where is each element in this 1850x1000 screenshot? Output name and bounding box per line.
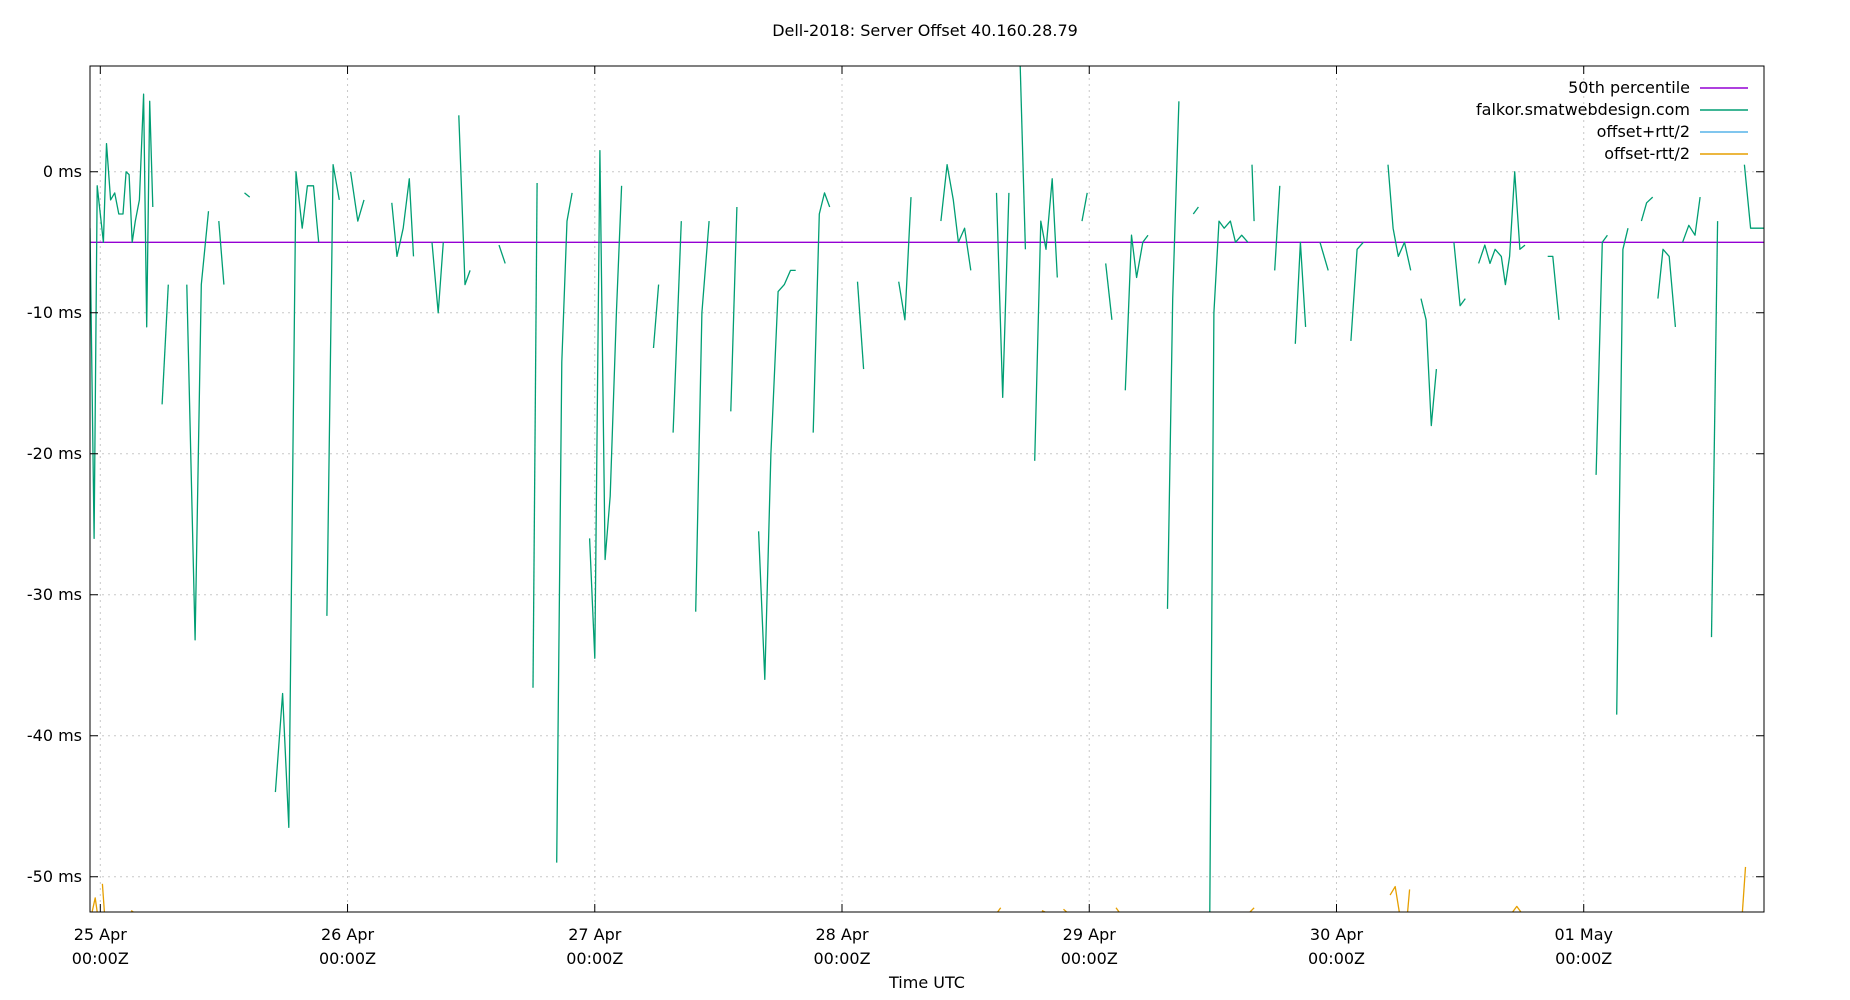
y-tick-label: -40 ms [27, 726, 82, 745]
series-line-falkor-smatwebdesign-com [695, 221, 710, 612]
series-line-falkor-smatwebdesign-com [274, 171, 320, 829]
series-line-falkor-smatwebdesign-com [1192, 206, 1199, 215]
series-line-falkor-smatwebdesign-com [1710, 221, 1719, 638]
series-line-falkor-smatwebdesign-com [431, 242, 444, 314]
series-line-falkor-smatwebdesign-com [1350, 241, 1364, 341]
series-line-falkor-smatwebdesign-com [730, 206, 738, 412]
series-line-falkor-smatwebdesign-com [1294, 241, 1307, 344]
chart-title: Dell-2018: Server Offset 40.160.28.79 [772, 21, 1078, 40]
series-line-falkor-smatwebdesign-com [1616, 228, 1629, 715]
x-tick-label-time: 00:00Z [1061, 949, 1118, 968]
series-line-offset-rtt-2 [1741, 866, 1747, 912]
series-line-falkor-smatwebdesign-com [1081, 192, 1088, 222]
series-line-falkor-smatwebdesign-com [1681, 197, 1701, 243]
series-line-falkor-smatwebdesign-com [1420, 298, 1438, 427]
series-line-falkor-smatwebdesign-com [218, 221, 225, 285]
series-line-falkor-smatwebdesign-com [1166, 101, 1180, 609]
series-line-falkor-smatwebdesign-com [856, 281, 865, 370]
x-tick-label-day: 29 Apr [1063, 925, 1117, 944]
series-line-falkor-smatwebdesign-com [1034, 178, 1058, 461]
series-line-offset-rtt-2 [1512, 905, 1522, 912]
series-line-falkor-smatwebdesign-com [244, 192, 251, 198]
y-tick-label: -50 ms [27, 867, 82, 886]
legend-label: 50th percentile [1568, 78, 1690, 97]
legend-label: offset-rtt/2 [1604, 144, 1690, 163]
y-tick-label: -20 ms [27, 444, 82, 463]
series-line-falkor-smatwebdesign-com [161, 284, 169, 405]
series-line-falkor-smatwebdesign-com [1453, 242, 1466, 307]
series-line-falkor-smatwebdesign-com [1657, 248, 1677, 327]
x-tick-label-day: 30 Apr [1310, 925, 1364, 944]
series-line-falkor-smatwebdesign-com [532, 182, 538, 688]
series-line-falkor-smatwebdesign-com [326, 164, 340, 616]
series-line-offset-rtt-2 [1249, 907, 1255, 912]
series-line-offset-rtt-2 [101, 883, 106, 912]
series-line-offset-rtt-2 [1389, 885, 1400, 912]
series-line-offset-rtt-2 [91, 897, 98, 912]
series-line-falkor-smatwebdesign-com [1209, 220, 1249, 912]
series-line-falkor-smatwebdesign-com [1251, 164, 1255, 222]
x-tick-label-day: 28 Apr [815, 925, 869, 944]
plot-frame [89, 65, 1765, 913]
series-line-falkor-smatwebdesign-com [1124, 234, 1149, 391]
x-tick-label-time: 00:00Z [72, 949, 129, 968]
series-line-falkor-smatwebdesign-com [186, 211, 210, 641]
y-tick-label: 0 ms [43, 162, 82, 181]
series-line-falkor-smatwebdesign-com [391, 178, 415, 258]
series-line-falkor-smatwebdesign-com [458, 115, 471, 286]
series-line-falkor-smatwebdesign-com [1387, 164, 1412, 271]
series-line-falkor-smatwebdesign-com [1477, 171, 1526, 286]
series-line-offset-rtt-2 [997, 907, 1002, 912]
series-line-falkor-smatwebdesign-com [1743, 164, 1764, 229]
series-line-falkor-smatwebdesign-com [349, 171, 365, 222]
x-tick-label-time: 00:00Z [1308, 949, 1365, 968]
series-line-falkor-smatwebdesign-com [498, 244, 506, 264]
series-line-offset-rtt-2 [1406, 889, 1411, 912]
series-line-falkor-smatwebdesign-com [556, 192, 573, 863]
y-tick-label: -30 ms [27, 585, 82, 604]
legend-label: falkor.smatwebdesign.com [1476, 100, 1690, 119]
y-tick-label: -10 ms [27, 303, 82, 322]
x-tick-label-time: 00:00Z [813, 949, 870, 968]
legend: 50th percentile falkor.smatwebdesign.com o… [1476, 78, 1748, 163]
series-line-falkor-smatwebdesign-com [1595, 234, 1608, 475]
series-line-falkor-smatwebdesign-com [1105, 263, 1113, 320]
x-tick-label-time: 00:00Z [1555, 949, 1612, 968]
x-tick-label-time: 00:00Z [566, 949, 623, 968]
series-group [90, 66, 1764, 912]
x-tick-label-day: 26 Apr [321, 925, 375, 944]
series-line-falkor-smatwebdesign-com [1274, 185, 1281, 271]
series-line-offset-rtt-2 [1115, 907, 1120, 912]
series-line-falkor-smatwebdesign-com [1019, 66, 1027, 250]
plot-layer [90, 66, 1764, 912]
series-line-falkor-smatwebdesign-com [940, 164, 972, 271]
x-axis-label: Time UTC [888, 973, 965, 992]
series-line-falkor-smatwebdesign-com [588, 149, 623, 659]
x-tick-label-day: 27 Apr [568, 925, 622, 944]
series-line-falkor-smatwebdesign-com [652, 284, 660, 349]
series-line-falkor-smatwebdesign-com [1640, 196, 1654, 222]
series-line-falkor-smatwebdesign-com [898, 197, 912, 321]
series-line-falkor-smatwebdesign-com [757, 269, 796, 681]
series-line-falkor-smatwebdesign-com [1547, 255, 1560, 320]
series-line-falkor-smatwebdesign-com [90, 93, 154, 540]
x-tick-label-day: 01 May [1554, 925, 1613, 944]
series-line-falkor-smatwebdesign-com [672, 221, 682, 433]
series-line-falkor-smatwebdesign-com [1319, 242, 1329, 271]
series-line-falkor-smatwebdesign-com [995, 192, 1010, 399]
x-tick-label-day: 25 Apr [74, 925, 128, 944]
x-tick-label-time: 00:00Z [319, 949, 376, 968]
tick-layer: 0 ms -10 ms -20 ms -30 ms -40 ms -50 ms 25 Apr… [27, 66, 1764, 968]
legend-label: offset+rtt/2 [1597, 122, 1690, 141]
series-line-falkor-smatwebdesign-com [812, 192, 831, 433]
